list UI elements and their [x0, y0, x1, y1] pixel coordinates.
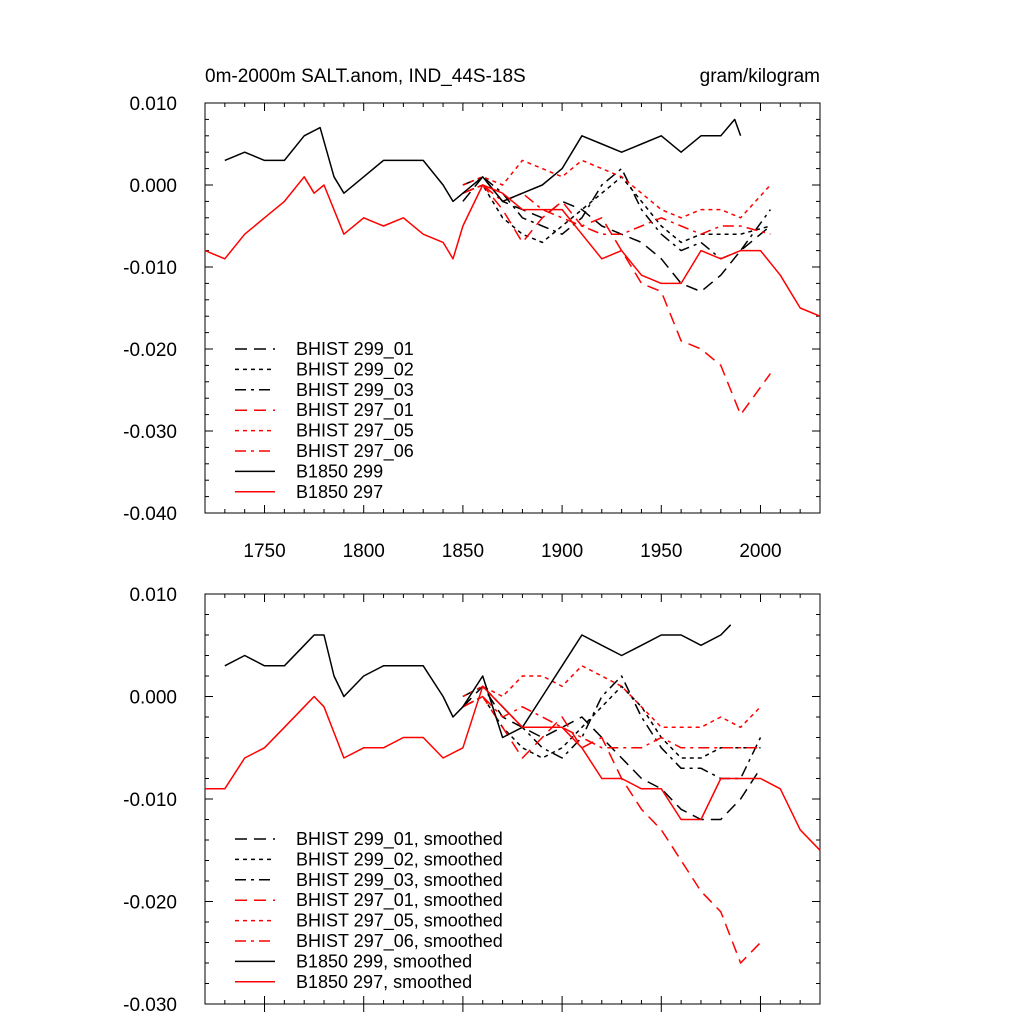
y-tick-label: -0.040 [123, 504, 177, 525]
x-tick-label: 1950 [640, 541, 682, 562]
top-series-group [204, 118, 821, 416]
series-line [462, 695, 762, 964]
series-line [462, 159, 771, 219]
legend-label: BHIST 297_06, smoothed [296, 931, 503, 952]
bottom-panel: 0.010 0.000 -0.010 -0.020 -0.030 BHIST 299_0… [123, 585, 821, 1016]
series-line [462, 695, 761, 749]
legend-label: BHIST 297_01, smoothed [296, 890, 503, 911]
y-tick-label: 0.000 [129, 688, 177, 709]
y-tick-label: -0.020 [123, 893, 177, 914]
legend-label: B1850 299 [296, 461, 383, 481]
bottom-tick-group: 0.010 0.000 -0.010 -0.020 -0.030 [123, 585, 821, 1016]
legend-label: BHIST 297_05 [296, 421, 414, 442]
legend-label: BHIST 299_02 [296, 359, 414, 380]
series-line [462, 665, 762, 729]
series-line [224, 624, 732, 739]
top-panel-units: gram/kilogram [700, 66, 820, 87]
bottom-series-group [205, 624, 821, 964]
top-panel: 0m-2000m SALT.anom, IND_44S-18S gram/kil… [123, 66, 821, 562]
legend-label: BHIST 297_01 [296, 400, 414, 421]
series-line [462, 685, 762, 821]
series-line [462, 184, 771, 235]
legend-label: BHIST 299_03, smoothed [296, 870, 503, 891]
legend-label: BHIST 299_01 [296, 339, 414, 360]
x-tick-label: 1800 [343, 541, 385, 562]
y-tick-label: 0.010 [129, 585, 177, 606]
x-tick-label: 1750 [243, 541, 285, 562]
top-plot-frame [204, 102, 821, 514]
y-tick-label: -0.030 [123, 995, 177, 1016]
series-line [205, 685, 821, 851]
legend-label: BHIST 299_01, smoothed [296, 829, 503, 850]
y-tick-label: -0.030 [123, 422, 177, 443]
top-tick-group: 1750 1800 1850 1900 1950 2000 0.010 0.000 -0.010… [123, 94, 821, 562]
y-tick-label: 0.010 [129, 94, 177, 115]
legend-label: B1850 297 [296, 482, 383, 502]
legend-label: B1850 299, smoothed [296, 951, 472, 971]
y-tick-label: 0.000 [129, 176, 177, 197]
legend-label: BHIST 299_02, smoothed [296, 849, 503, 870]
top-panel-title: 0m-2000m SALT.anom, IND_44S-18S [205, 66, 526, 87]
x-tick-label: 1900 [541, 541, 583, 562]
legend-label: BHIST 297_06 [296, 441, 414, 462]
x-tick-label: 1850 [442, 541, 484, 562]
series-line [462, 167, 772, 260]
series-line [462, 176, 771, 293]
series-line [224, 118, 742, 203]
series-line [204, 176, 821, 317]
series-line [462, 685, 761, 759]
y-tick-label: -0.020 [123, 340, 177, 361]
y-tick-label: -0.010 [123, 790, 177, 811]
legend-label: B1850 297, smoothed [296, 972, 472, 992]
series-line [462, 176, 771, 244]
series-line [462, 184, 772, 416]
legend-label: BHIST 299_03 [296, 380, 414, 401]
y-tick-label: -0.010 [123, 258, 177, 279]
legend-label: BHIST 297_05, smoothed [296, 911, 503, 932]
x-tick-label: 2000 [739, 541, 781, 562]
